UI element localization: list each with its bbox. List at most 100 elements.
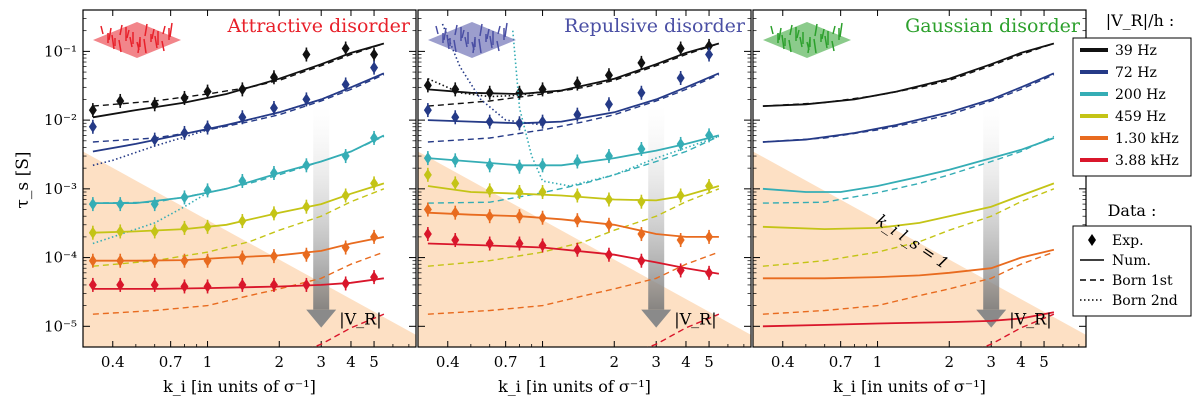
x-tick-label: 2 <box>944 353 954 371</box>
exp-point <box>116 94 125 107</box>
exp-point <box>370 230 379 243</box>
exp-point <box>302 48 311 61</box>
exp-point <box>676 189 685 202</box>
panel-1: 0.4 0.7 1 2 3 4 5 10⁻¹ 10⁻² 10⁻³ 10⁻⁴ 10⁻⁵ k_i [in u… <box>44 9 417 396</box>
exp-point <box>269 250 278 263</box>
series-39-Hz <box>762 42 1055 107</box>
panel-frame <box>82 9 417 348</box>
series-459-Hz <box>762 182 1055 267</box>
exp-point <box>238 251 247 264</box>
exp-point <box>604 193 613 206</box>
series-200-Hz <box>423 30 720 204</box>
num-line <box>762 248 1055 280</box>
y-tick-label: 10⁻² <box>44 111 77 129</box>
x-tick-label: 4 <box>681 353 691 371</box>
y-tick-label: 10⁻⁵ <box>44 317 77 335</box>
exp-point <box>515 210 524 223</box>
exp-point <box>203 184 212 197</box>
data-legend-label: Born 1st <box>1112 273 1173 289</box>
num-line <box>427 134 720 167</box>
x-tick-label: 5 <box>369 353 379 371</box>
exp-point <box>238 175 247 188</box>
exp-point <box>573 155 582 168</box>
x-tick-label: 3 <box>651 353 661 371</box>
arrow-head <box>306 309 337 328</box>
disorder-surface-thumbnail <box>428 22 516 58</box>
exp-point <box>203 220 212 233</box>
exp-point <box>370 61 379 74</box>
exp-point <box>341 78 350 91</box>
exp-point <box>180 280 189 293</box>
exp-point <box>705 48 714 61</box>
exp-point <box>705 129 714 142</box>
exp-marker <box>1088 234 1096 246</box>
exp-point <box>203 254 212 267</box>
x-tick-label: 1 <box>203 353 213 371</box>
data-legend-label: Exp. <box>1112 233 1144 249</box>
born1-line <box>981 313 1055 347</box>
x-axis-label: k_i [in units of σ⁻¹] <box>498 377 651 396</box>
x-tick-label: 0.4 <box>436 353 460 371</box>
series-1.30-kHz <box>88 229 385 315</box>
num-line <box>762 182 1055 231</box>
panel-frame <box>417 9 752 348</box>
exp-point <box>423 79 432 92</box>
exp-point <box>180 254 189 267</box>
series-1.30-kHz <box>762 248 1055 315</box>
born1-line <box>762 188 1055 267</box>
exp-point <box>538 83 547 96</box>
born1-line <box>762 251 1055 315</box>
exp-point <box>423 104 432 117</box>
exp-point <box>423 152 432 165</box>
exp-point <box>302 159 311 172</box>
exp-point <box>423 168 432 181</box>
exp-point <box>705 39 714 52</box>
exp-point <box>485 237 494 250</box>
y-tick-label: 10⁻⁴ <box>44 249 77 267</box>
exp-point <box>370 271 379 284</box>
exp-point <box>573 108 582 121</box>
exp-point <box>485 184 494 197</box>
exp-point <box>341 241 350 254</box>
frequency-legend: |V_R|/h : 39 Hz 72 Hz 200 Hz 459 Hz 1.30 kHz… <box>1072 11 1192 177</box>
exp-point <box>150 225 159 238</box>
series-72-Hz <box>88 60 385 167</box>
panels: 0.4 0.7 1 2 3 4 510⁻¹10⁻²10⁻³10⁻⁴10⁻⁵k_i [in u… <box>44 9 1087 396</box>
exp-point <box>180 126 189 139</box>
panel-frame <box>752 9 1087 348</box>
series-3.88-kHz <box>423 227 720 347</box>
born1-line <box>762 73 1055 143</box>
exp-point <box>116 198 125 211</box>
data-legend-title: Data : <box>1108 201 1157 220</box>
exp-point <box>269 102 278 115</box>
legend-label: 200 Hz <box>1115 87 1166 103</box>
exp-point <box>370 177 379 190</box>
exp-point <box>573 77 582 90</box>
exp-point <box>573 189 582 202</box>
exp-point <box>269 207 278 220</box>
exp-point <box>88 254 97 267</box>
born1-line <box>427 73 720 143</box>
x-tick-label: 4 <box>346 353 356 371</box>
exp-point <box>637 86 646 99</box>
exp-point <box>150 254 159 267</box>
x-tick-label: 3 <box>986 353 996 371</box>
exp-point <box>485 210 494 223</box>
exp-point <box>88 198 97 211</box>
num-line <box>762 42 1055 107</box>
exp-point <box>451 154 460 167</box>
data-legend: Data : Exp. Num. Born 1st Born 2nd <box>1072 201 1192 317</box>
exp-point <box>573 214 582 227</box>
exp-point <box>538 211 547 224</box>
exp-point <box>423 228 432 241</box>
panel-2: 0.4 0.7 1 2 3 4 5 k_i [in units of σ⁻¹] |V_R| Rep… <box>417 9 752 396</box>
exp-point <box>515 160 524 173</box>
panel-title: Attractive disorder <box>227 15 411 37</box>
born1-line <box>92 188 385 267</box>
exp-point <box>269 278 278 291</box>
exp-point <box>302 93 311 106</box>
exp-point <box>705 266 714 279</box>
exp-point <box>302 278 311 291</box>
exp-point <box>150 98 159 111</box>
x-tick-label: 0.7 <box>159 353 183 371</box>
